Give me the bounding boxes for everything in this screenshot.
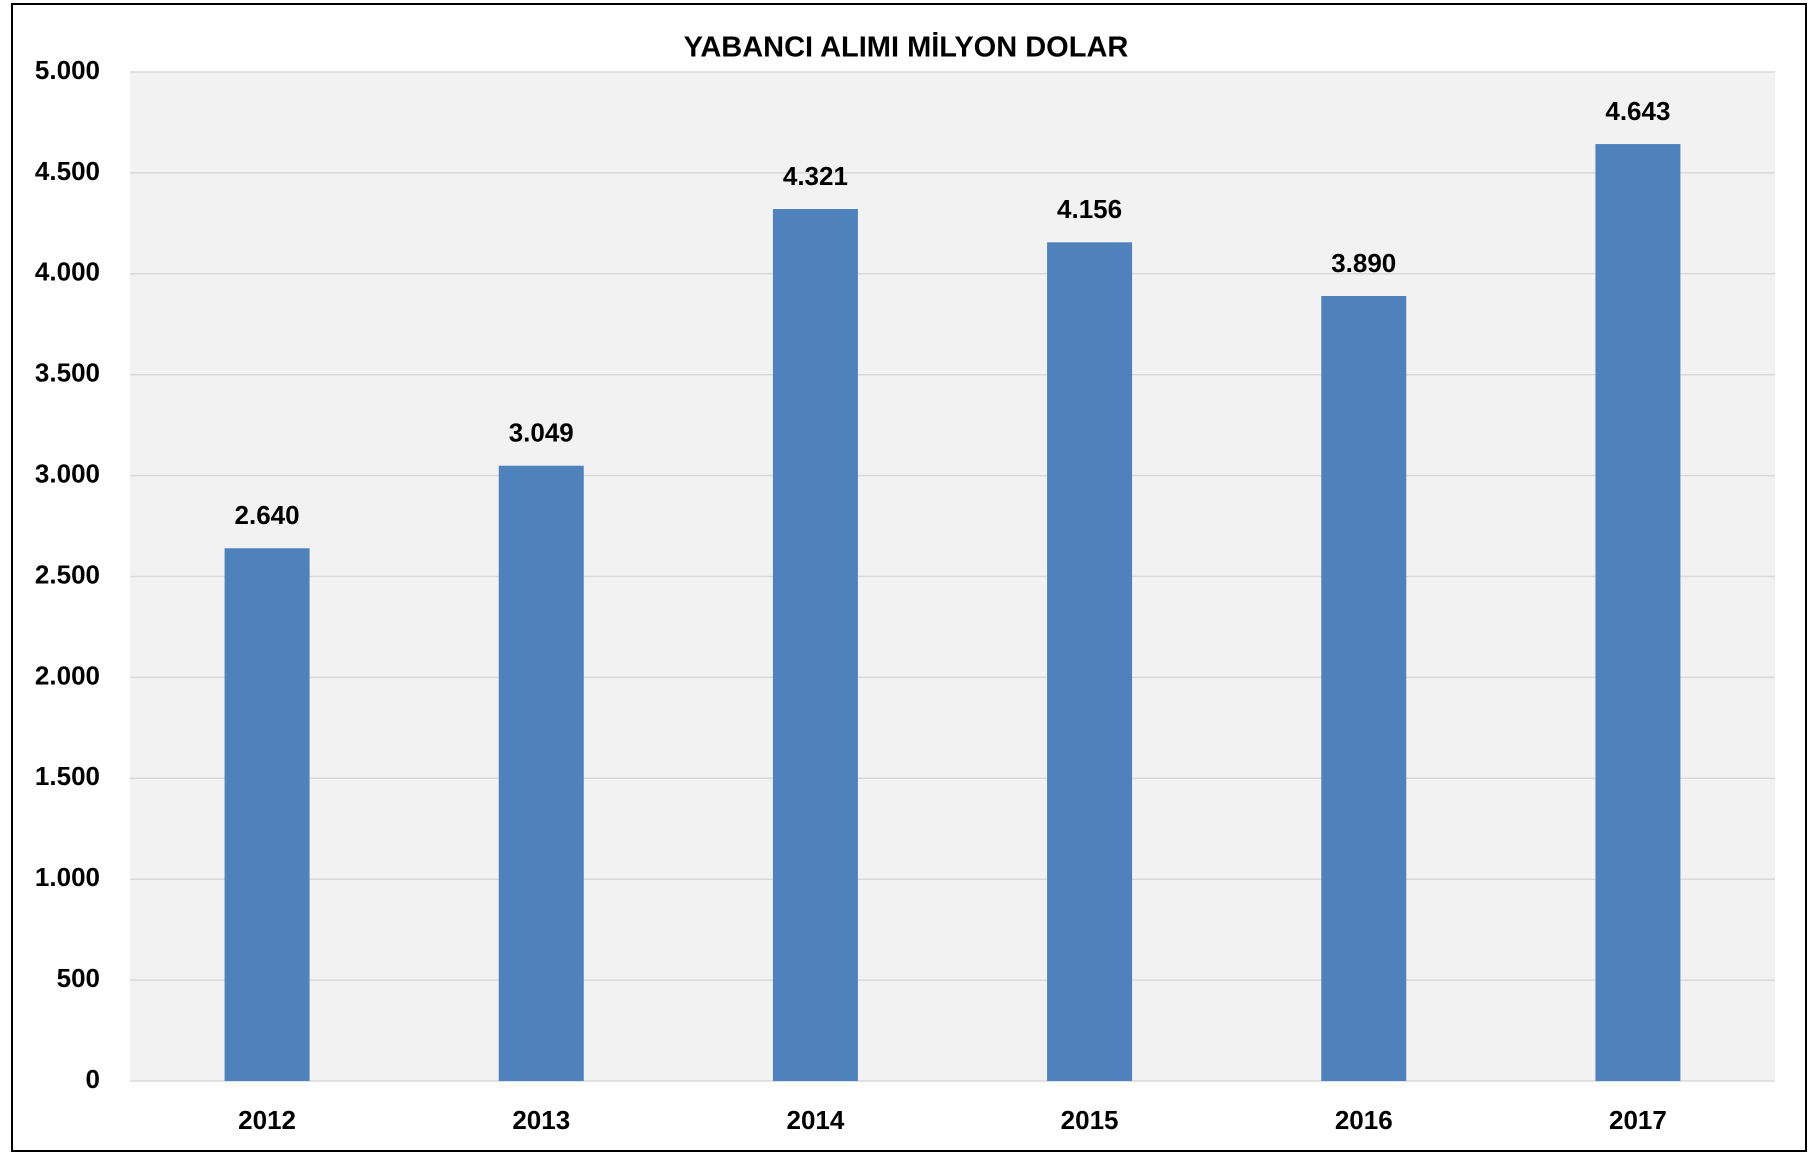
x-tick-label: 2013 <box>512 1105 570 1135</box>
y-tick-label: 4.000 <box>35 257 100 287</box>
x-tick-label: 2017 <box>1609 1105 1667 1135</box>
data-label: 4.156 <box>1057 194 1122 224</box>
x-tick-label: 2014 <box>786 1105 844 1135</box>
bar <box>498 465 584 1081</box>
x-tick-label: 2016 <box>1335 1105 1393 1135</box>
y-tick-label: 0 <box>86 1064 100 1094</box>
x-tick-label: 2012 <box>238 1105 296 1135</box>
y-tick-label: 500 <box>57 963 100 993</box>
bar <box>772 209 858 1081</box>
y-tick-label: 1.000 <box>35 862 100 892</box>
y-tick-label: 4.500 <box>35 156 100 186</box>
y-tick-label: 1.500 <box>35 761 100 791</box>
chart-title: YABANCI ALIMI MİLYON DOLAR <box>684 32 1129 64</box>
data-label: 4.643 <box>1605 96 1670 126</box>
data-label: 3.049 <box>509 418 574 448</box>
y-tick-label: 3.500 <box>35 358 100 388</box>
bar <box>1047 242 1133 1081</box>
x-tick-label: 2015 <box>1061 1105 1119 1135</box>
data-label: 2.640 <box>235 500 300 530</box>
data-label: 3.890 <box>1331 248 1396 278</box>
bar <box>1321 295 1407 1081</box>
data-label: 4.321 <box>783 161 848 191</box>
y-tick-label: 2.000 <box>35 660 100 690</box>
bar <box>1595 144 1681 1081</box>
y-tick-label: 5.000 <box>35 55 100 85</box>
y-tick-label: 3.000 <box>35 458 100 488</box>
y-tick-label: 2.500 <box>35 559 100 589</box>
bar <box>224 548 310 1081</box>
